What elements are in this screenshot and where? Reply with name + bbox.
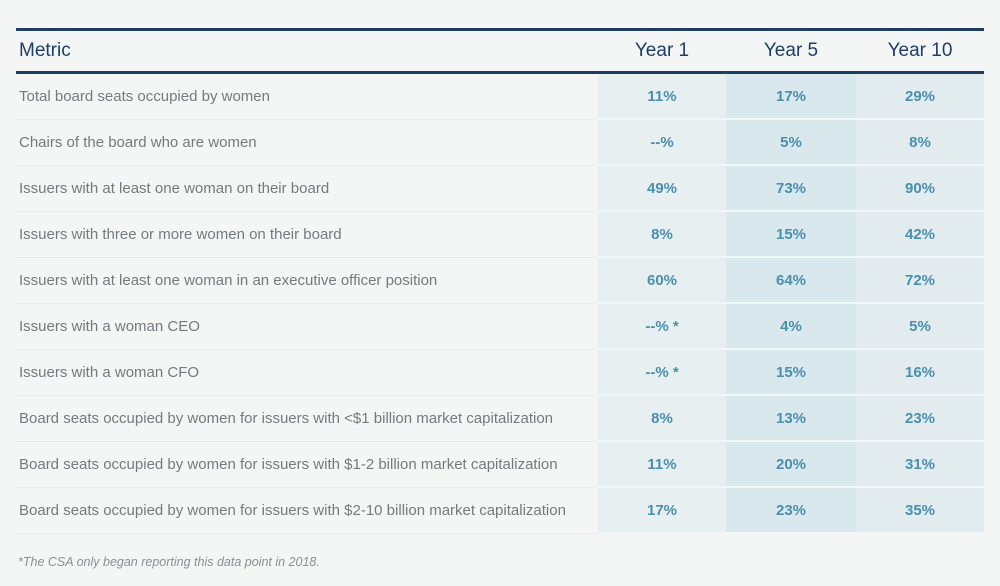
year1-value: --% [598,120,726,166]
year1-value: 11% [598,74,726,120]
year1-value: 60% [598,258,726,304]
table-row: Issuers with at least one woman in an ex… [16,258,984,304]
metric-label: Issuers with at least one woman on their… [16,166,598,212]
column-header-year5: Year 5 [763,40,819,61]
metric-label: Board seats occupied by women for issuer… [16,396,598,442]
year5-value: 17% [726,74,856,120]
table-row: Issuers with three or more women on thei… [16,212,984,258]
metric-label: Issuers with a woman CFO [16,350,598,396]
year10-value: 29% [856,74,984,120]
year1-value: --% * [598,350,726,396]
year1-value: 17% [598,488,726,534]
table-row: Issuers with at least one woman on their… [16,166,984,212]
table-row: Board seats occupied by women for issuer… [16,442,984,488]
year10-value: 31% [856,442,984,488]
year10-value: 23% [856,396,984,442]
table-row: Total board seats occupied by women 11% 17… [16,74,984,120]
column-header-metric: Metric [19,40,71,61]
year10-value: 72% [856,258,984,304]
year10-value: 5% [856,304,984,350]
year1-value: 11% [598,442,726,488]
year5-value: 20% [726,442,856,488]
table-row: Chairs of the board who are women --% 5% 8% [16,120,984,166]
metric-label: Issuers with a woman CEO [16,304,598,350]
metrics-table: Metric Year 1 Year 5 Year 10 Total board… [16,28,984,534]
table-header-row: Metric Year 1 Year 5 Year 10 [16,31,984,74]
table-body: Total board seats occupied by women 11% 17… [16,74,984,534]
table-row: Board seats occupied by women for issuer… [16,396,984,442]
year10-value: 90% [856,166,984,212]
metric-label: Chairs of the board who are women [16,120,598,166]
column-header-year1: Year 1 [634,40,690,61]
table-row: Issuers with a woman CEO --% * 4% 5% [16,304,984,350]
year1-value: 49% [598,166,726,212]
year5-value: 23% [726,488,856,534]
table-row: Board seats occupied by women for issuer… [16,488,984,534]
year10-value: 42% [856,212,984,258]
year5-value: 15% [726,350,856,396]
year10-value: 16% [856,350,984,396]
table-row: Issuers with a woman CFO --% * 15% 16% [16,350,984,396]
year5-value: 73% [726,166,856,212]
metric-label: Board seats occupied by women for issuer… [16,488,598,534]
year5-value: 15% [726,212,856,258]
year10-value: 35% [856,488,984,534]
year5-value: 13% [726,396,856,442]
metric-label: Issuers with at least one woman in an ex… [16,258,598,304]
metric-label: Issuers with three or more women on thei… [16,212,598,258]
year10-value: 8% [856,120,984,166]
metric-label: Board seats occupied by women for issuer… [16,442,598,488]
year1-value: --% * [598,304,726,350]
footnote: *The CSA only began reporting this data … [18,555,320,569]
column-header-year10: Year 10 [887,40,953,61]
year5-value: 4% [726,304,856,350]
year5-value: 5% [726,120,856,166]
year1-value: 8% [598,396,726,442]
year1-value: 8% [598,212,726,258]
metric-label: Total board seats occupied by women [16,74,598,120]
year5-value: 64% [726,258,856,304]
